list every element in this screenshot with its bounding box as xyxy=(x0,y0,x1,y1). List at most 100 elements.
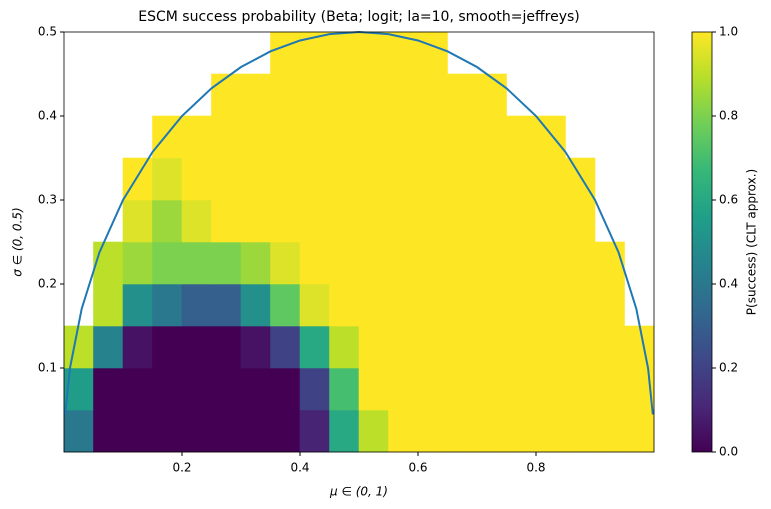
heatmap-cell xyxy=(388,157,419,201)
heatmap-cell xyxy=(211,283,242,327)
heatmap-cell xyxy=(506,409,537,453)
heatmap-cell xyxy=(565,283,596,327)
heatmap-cell xyxy=(388,73,419,117)
heatmap-cell xyxy=(358,73,389,117)
heatmap-cell xyxy=(93,367,124,411)
heatmap-cell xyxy=(506,325,537,369)
heatmap-cell xyxy=(476,73,507,117)
heatmap-cell xyxy=(535,241,566,285)
heatmap-cell xyxy=(535,283,566,327)
heatmap-cell xyxy=(211,325,242,369)
colorbar-tick-label: 1.0 xyxy=(719,25,738,39)
heatmap-cell xyxy=(270,31,301,75)
heatmap-cell xyxy=(181,325,212,369)
heatmap-cell xyxy=(417,241,448,285)
heatmap-cell xyxy=(181,157,212,201)
colorbar xyxy=(691,31,713,453)
heatmap-cell xyxy=(93,409,124,453)
heatmap-cell xyxy=(506,199,537,243)
heatmap-cell xyxy=(152,283,183,327)
heatmap-cell xyxy=(358,409,389,453)
heatmap-cell xyxy=(329,367,360,411)
heatmap-cell xyxy=(181,409,212,453)
heatmap-cell xyxy=(299,115,330,159)
heatmap-cell xyxy=(211,157,242,201)
heatmap-cell xyxy=(329,325,360,369)
heatmap-cell xyxy=(476,283,507,327)
heatmap-cell xyxy=(329,241,360,285)
heatmap-cell xyxy=(447,241,478,285)
heatmap-cell xyxy=(447,367,478,411)
heatmap-cell xyxy=(122,283,153,327)
heatmap-cell xyxy=(535,409,566,453)
heatmap-cell xyxy=(299,241,330,285)
heatmap-cell xyxy=(358,367,389,411)
heatmap-cell xyxy=(506,157,537,201)
plot-frame xyxy=(63,31,655,453)
heatmap-cell xyxy=(358,31,389,75)
colorbar-label: P(success) (CLT approx.) xyxy=(745,169,759,315)
heatmap-cell xyxy=(476,367,507,411)
heatmap-cell xyxy=(565,241,596,285)
heatmap-cell xyxy=(594,367,625,411)
heatmap-cell xyxy=(240,283,271,327)
heatmap-cell xyxy=(122,199,153,243)
heatmap-cell xyxy=(63,409,94,453)
heatmap-cell xyxy=(299,73,330,117)
heatmap-cell xyxy=(270,115,301,159)
y-tick-label: 0.2 xyxy=(38,277,57,291)
x-tick-label: 0.6 xyxy=(408,461,427,475)
heatmap-cell xyxy=(181,199,212,243)
heatmap-cell xyxy=(388,325,419,369)
heatmap-cell xyxy=(624,409,655,453)
heatmap-cell xyxy=(240,73,271,117)
heatmap-cell xyxy=(240,409,271,453)
heatmap-cell xyxy=(270,409,301,453)
heatmap-cell xyxy=(506,115,537,159)
heatmap-cell xyxy=(565,367,596,411)
heatmap-cell xyxy=(358,115,389,159)
heatmap-cell xyxy=(152,367,183,411)
heatmap-cell xyxy=(240,367,271,411)
heatmap-cell xyxy=(447,157,478,201)
heatmap-cell xyxy=(476,241,507,285)
heatmap xyxy=(63,31,655,453)
heatmap-cell xyxy=(506,283,537,327)
heatmap-cell xyxy=(152,157,183,201)
heatmap-cell xyxy=(506,367,537,411)
heatmap-cell xyxy=(476,409,507,453)
heatmap-cell xyxy=(93,283,124,327)
y-axis-label: σ ∈ (0, 0.5) xyxy=(11,207,25,276)
colorbar-tick-label: 0.2 xyxy=(719,361,738,375)
heatmap-cell xyxy=(476,325,507,369)
heatmap-cell xyxy=(329,283,360,327)
heatmap-cell xyxy=(388,409,419,453)
heatmap-cell xyxy=(476,115,507,159)
heatmap-cell xyxy=(417,157,448,201)
heatmap-cell xyxy=(329,115,360,159)
y-tick-label: 0.3 xyxy=(38,193,57,207)
y-tick-label: 0.5 xyxy=(38,25,57,39)
heatmap-cell xyxy=(535,367,566,411)
y-tick-label: 0.4 xyxy=(38,109,57,123)
y-tick-label: 0.1 xyxy=(38,361,57,375)
heatmap-cell xyxy=(211,73,242,117)
heatmap-cell xyxy=(358,199,389,243)
chart-title: ESCM success probability (Beta; logit; l… xyxy=(138,9,580,25)
heatmap-cell xyxy=(63,325,94,369)
heatmap-cell xyxy=(565,199,596,243)
heatmap-cell xyxy=(329,409,360,453)
heatmap-cell xyxy=(152,409,183,453)
heatmap-cell xyxy=(122,325,153,369)
heatmap-cell xyxy=(388,199,419,243)
colorbar-tick-label: 0.8 xyxy=(719,109,738,123)
heatmap-cell xyxy=(270,325,301,369)
heatmap-cell xyxy=(388,241,419,285)
heatmap-cell xyxy=(299,367,330,411)
heatmap-cell xyxy=(624,325,655,369)
heatmap-cell xyxy=(506,241,537,285)
heatmap-cell xyxy=(447,73,478,117)
heatmap-cell xyxy=(594,409,625,453)
heatmap-cell xyxy=(299,283,330,327)
